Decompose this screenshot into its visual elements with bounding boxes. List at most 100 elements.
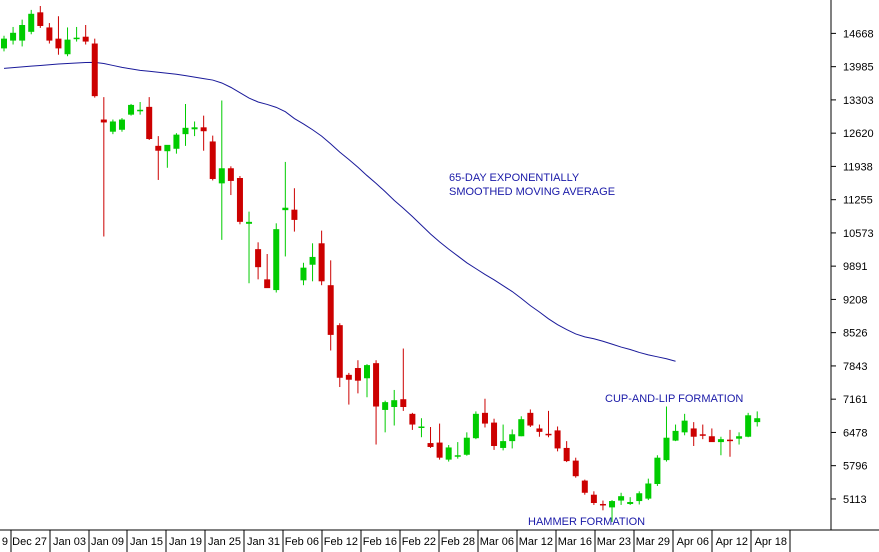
candle-body: [400, 399, 407, 408]
candle-body: [182, 127, 189, 135]
candle-body: [727, 439, 733, 442]
x-tick-label: Jan 25: [208, 536, 241, 548]
x-tick-label: Mar 23: [597, 536, 631, 548]
candlesticks: [1, 6, 761, 522]
x-tick-label: Apr 12: [716, 536, 748, 548]
y-tick-label: 13303: [843, 95, 874, 107]
candle-body: [146, 106, 153, 140]
candle-body: [173, 134, 180, 149]
candle-body: [645, 483, 652, 499]
y-tick-label: 11938: [843, 161, 873, 173]
candle-body: [527, 412, 534, 426]
y-tick-label: 11255: [843, 195, 873, 207]
x-tick-label: Feb 22: [402, 536, 436, 548]
y-tick-label: 8526: [843, 328, 867, 340]
y-tick-label: 9891: [843, 261, 867, 273]
candle-body: [481, 412, 488, 424]
candle-body: [10, 32, 17, 41]
candle-body: [545, 433, 552, 436]
candle-body: [627, 502, 634, 504]
candle-body: [609, 501, 616, 508]
candle-body: [745, 415, 752, 437]
candle-body: [209, 141, 216, 179]
y-tick-label: 10573: [843, 228, 874, 240]
candle-body: [382, 402, 389, 410]
x-tick-label: Jan 03: [53, 536, 86, 548]
candle-body: [536, 428, 543, 432]
x-tick-label: Jan 09: [91, 536, 124, 548]
candle-body: [282, 207, 289, 211]
x-tick-label: Feb 12: [324, 536, 358, 548]
annotation-cup-and-lip: CUP-AND-LIP FORMATION: [605, 393, 743, 405]
candle-body: [28, 13, 35, 32]
candle-body: [64, 39, 71, 55]
candle-body: [73, 37, 80, 40]
candle-body: [663, 437, 670, 461]
candle-body: [155, 145, 162, 151]
x-tick-label: Mar 29: [636, 536, 670, 548]
candle-body: [336, 325, 343, 378]
candle-body: [654, 457, 661, 484]
candle-body: [681, 420, 688, 433]
candle-body: [599, 503, 606, 506]
candle-body: [590, 494, 597, 503]
x-tick-label: Feb 16: [363, 536, 397, 548]
candle-body: [227, 168, 234, 181]
candle-body: [200, 127, 207, 132]
candle-body: [563, 447, 570, 462]
candle-body: [581, 480, 588, 493]
y-tick-label: 12620: [843, 128, 874, 140]
candle-body: [37, 12, 44, 26]
candle-body: [255, 249, 262, 268]
annotations: 65-DAY EXPONENTIALLY SMOOTHED MOVING AVE…: [449, 172, 743, 528]
candle-body: [109, 121, 116, 132]
candle-body: [463, 437, 470, 455]
candle-body: [690, 428, 697, 437]
candle-body: [1, 38, 7, 49]
candle-body: [118, 119, 125, 130]
moving-average-layer: [3, 61, 676, 362]
candle-body: [100, 119, 107, 123]
candle-body: [491, 422, 498, 446]
candle-body: [509, 434, 516, 442]
x-tick-label: 9: [2, 536, 8, 548]
candle-body: [46, 27, 53, 41]
x-tick-label: Mar 12: [519, 536, 553, 548]
x-tick-label: Mar 16: [558, 536, 592, 548]
y-tick-label: 9208: [843, 294, 867, 306]
x-tick-label: Feb 06: [285, 536, 319, 548]
candle-body: [19, 25, 26, 41]
candle-body: [218, 168, 225, 184]
candle-body: [409, 413, 416, 425]
candle-body: [55, 38, 62, 49]
candle-body: [137, 109, 144, 112]
candle-body: [373, 363, 380, 407]
x-axis: 9 Dec 27 Jan 03 Jan 09 Jan 15 Jan 19 Jan 25 Jan…: [2, 530, 791, 552]
candle-body: [236, 178, 243, 222]
candle-body: [672, 430, 679, 441]
annotation-ma-line-1: 65-DAY EXPONENTIALLY: [449, 172, 580, 184]
candle-body: [364, 365, 370, 379]
annotation-hammer: HAMMER FORMATION: [528, 516, 645, 528]
y-tick-label: 5796: [843, 461, 867, 473]
candle-body: [427, 443, 434, 447]
candle-body: [264, 279, 271, 289]
candle-body: [708, 436, 715, 443]
candle-body: [345, 374, 352, 380]
candle-body: [699, 434, 706, 436]
candle-body: [636, 493, 643, 502]
candle-body: [318, 243, 325, 282]
candle-body: [91, 43, 98, 97]
candle-body: [82, 36, 89, 42]
candle-body: [246, 221, 253, 224]
candle-body: [445, 447, 452, 460]
y-axis: 14668 13985 13303 12620 11938 11255 10573 9891 9…: [831, 28, 874, 506]
y-tick-label: 7161: [843, 394, 867, 406]
x-tick-label: Jan 31: [247, 536, 280, 548]
candle-body: [500, 441, 507, 448]
candle-body: [354, 368, 361, 381]
x-tick-label: Jan 15: [130, 536, 163, 548]
candle-body: [418, 426, 425, 428]
y-tick-label: 7843: [843, 361, 867, 373]
